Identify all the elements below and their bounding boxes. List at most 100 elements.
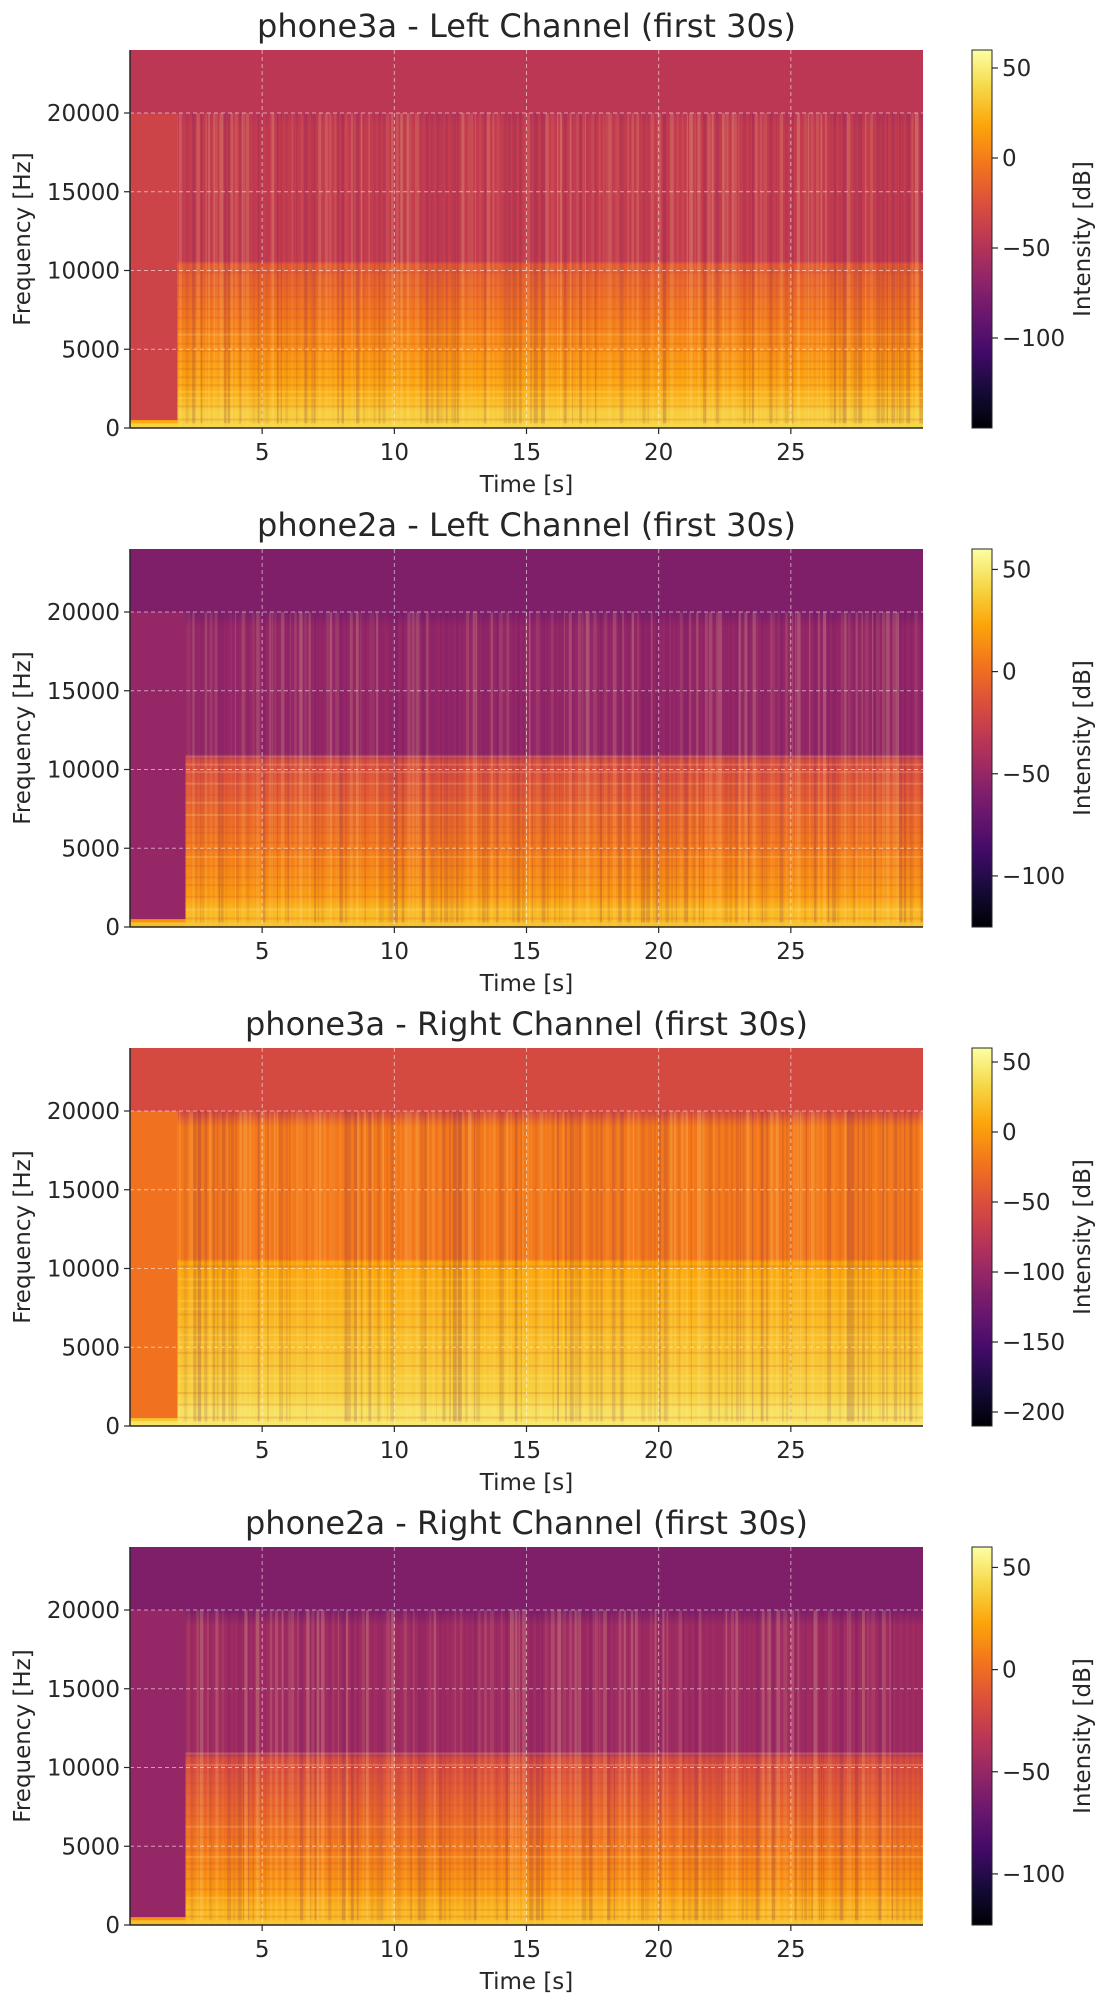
- heatmap-stripe: [295, 113, 298, 428]
- heatmap-stripe: [490, 612, 494, 927]
- heatmap-harmonic: [177, 390, 923, 393]
- heatmap-stripe: [891, 1610, 894, 1925]
- colorbar: [971, 548, 993, 928]
- heatmap-harmonic: [185, 1815, 923, 1818]
- heatmap-stripe: [314, 1111, 318, 1426]
- heatmap-stripe: [279, 1111, 283, 1426]
- heatmap-stripe: [406, 113, 410, 428]
- x-tick-label: 10: [380, 939, 409, 965]
- heatmap-stripe: [476, 1111, 481, 1426]
- heatmap-stripe: [386, 1610, 391, 1925]
- heatmap-stripe: [427, 1111, 429, 1426]
- heatmap-stripe: [833, 113, 837, 428]
- y-tick-label: 5000: [61, 337, 120, 363]
- heatmap-stripe: [870, 113, 873, 428]
- x-tick-label: 10: [380, 1438, 409, 1464]
- heatmap-harmonic: [185, 1752, 923, 1755]
- spectrogram-panel-4: phone2a - Right Channel (first 30s) 5 10 15…: [10, 1504, 1096, 1995]
- y-tick-label: 5000: [61, 1834, 120, 1860]
- heatmap-harmonic: [185, 908, 923, 911]
- spectrogram-panel-1: phone3a - Left Channel (first 30s) 5 10 15 2…: [10, 7, 1096, 498]
- x-tick-label: 25: [776, 1937, 805, 1963]
- heatmap-stripe: [846, 1111, 851, 1426]
- heatmap-stripe: [421, 612, 425, 927]
- heatmap-stripe: [209, 612, 213, 927]
- heatmap-stripe: [595, 1111, 599, 1426]
- heatmap-stripe: [252, 113, 256, 428]
- heatmap-stripe: [448, 1610, 451, 1925]
- heatmap-stripe: [484, 1610, 487, 1925]
- heatmap-stripe: [911, 113, 914, 428]
- heatmap-harmonic: [185, 864, 923, 867]
- heatmap-stripe: [688, 1610, 692, 1925]
- heatmap-harmonic: [177, 1313, 923, 1316]
- heatmap-stripe: [329, 612, 333, 927]
- heatmap-stripe: [512, 612, 515, 927]
- heatmap-stripe: [680, 1111, 684, 1426]
- heatmap-stripe: [617, 1111, 619, 1426]
- chart-title: phone3a - Right Channel (first 30s): [245, 1005, 808, 1043]
- heatmap-stripe: [896, 1610, 899, 1925]
- heatmap-stripe: [357, 1111, 360, 1426]
- heatmap-harmonic: [177, 272, 923, 275]
- heatmap-stripe: [205, 113, 207, 428]
- heatmap-stripe: [807, 113, 810, 428]
- heatmap-stripe: [853, 113, 858, 428]
- heatmap-stripe: [512, 113, 517, 428]
- heatmap-stripe: [260, 1610, 263, 1925]
- heatmap-stripe: [420, 1111, 423, 1426]
- heatmap-stripe: [694, 1610, 699, 1925]
- heatmap-stripe: [618, 612, 622, 927]
- heatmap-stripe: [539, 1111, 544, 1426]
- heatmap-stripe: [729, 612, 732, 927]
- heatmap-harmonic: [185, 826, 923, 829]
- heatmap-stripe: [679, 612, 683, 927]
- heatmap-stripe: [714, 1610, 717, 1925]
- colorbar: [971, 1546, 993, 1926]
- heatmap-stripe: [743, 113, 746, 428]
- heatmap-harmonic: [177, 342, 923, 345]
- heatmap-stripe: [407, 612, 411, 927]
- y-tick-label: 5000: [61, 836, 120, 862]
- heatmap-harmonic: [177, 307, 923, 310]
- heatmap-stripe: [899, 113, 901, 428]
- heatmap-floor: [130, 423, 923, 428]
- heatmap-stripe: [896, 612, 900, 927]
- colorbar-tick-label: −50: [1002, 1760, 1051, 1786]
- heatmap-stripe: [778, 612, 780, 927]
- y-tick-label: 20000: [47, 101, 120, 127]
- heatmap-harmonic: [177, 1403, 923, 1406]
- heatmap-stripe: [820, 113, 823, 428]
- y-tick-label: 15000: [47, 1178, 120, 1204]
- y-tick-label: 0: [105, 1913, 120, 1939]
- heatmap-harmonic: [177, 384, 923, 387]
- heatmap-stripe: [265, 113, 269, 428]
- heatmap-floor: [130, 1421, 923, 1426]
- heatmap-stripe: [665, 612, 670, 927]
- heatmap-stripe: [519, 113, 522, 428]
- heatmap-stripe: [288, 1111, 291, 1426]
- heatmap-stripe: [790, 1610, 795, 1925]
- heatmap-stripe: [541, 1610, 544, 1925]
- heatmap-harmonic: [185, 771, 923, 774]
- heatmap-stripe: [212, 1111, 216, 1426]
- spectrogram-panel-2: phone2a - Left Channel (first 30s) 5 10 15 2…: [10, 506, 1096, 997]
- heatmap-stripe: [350, 1610, 354, 1925]
- colorbar-tick-label: 0: [1002, 1658, 1017, 1684]
- heatmap-harmonic: [177, 284, 923, 287]
- heatmap-harmonic: [185, 1908, 923, 1911]
- heatmap-stripe: [876, 113, 881, 428]
- heatmap-stripe: [882, 612, 886, 927]
- heatmap-stripe: [666, 1610, 669, 1925]
- heatmap-stripe: [708, 1111, 713, 1426]
- heatmap-stripe: [499, 612, 503, 927]
- heatmap-harmonic: [185, 1771, 923, 1774]
- heatmap-harmonic: [177, 1365, 923, 1368]
- heatmap-stripe: [520, 1111, 522, 1426]
- heatmap-stripe: [316, 1610, 320, 1925]
- heatmap-stripe: [252, 1610, 254, 1925]
- heatmap-stripe: [904, 1111, 906, 1426]
- heatmap-harmonic: [177, 1307, 923, 1310]
- colorbar-tick-label: 50: [1002, 557, 1031, 583]
- heatmap-stripe: [827, 1610, 832, 1925]
